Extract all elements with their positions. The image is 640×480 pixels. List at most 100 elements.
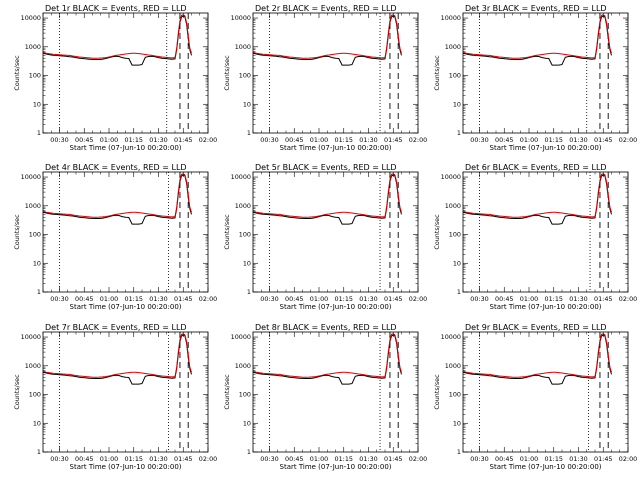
- x-tick-label: 01:30: [569, 455, 587, 463]
- plot-frame: [462, 12, 629, 134]
- x-tick-label: 00:30: [470, 455, 488, 463]
- y-tick-label: 10: [453, 100, 461, 108]
- x-tick-label: 01:15: [335, 136, 353, 144]
- y-tick-label: 1: [247, 448, 251, 456]
- x-tick-label: 00:30: [50, 136, 68, 144]
- y-tick-label: 1000: [25, 362, 41, 370]
- panel-6: Det 6r BLACK = Events, RED = LLD 1 10 100 10…: [433, 163, 637, 311]
- plot-frame: [42, 12, 209, 134]
- lld-series-line: [463, 173, 612, 218]
- y-tick-label: 1000: [235, 362, 251, 370]
- y-axis-label: Counts/sec: [433, 214, 441, 250]
- x-tick-label: 02:00: [199, 295, 217, 303]
- y-tick-label: 10000: [441, 333, 461, 341]
- panel-title: Det 7r BLACK = Events, RED = LLD: [45, 323, 187, 332]
- x-tick-label: 01:00: [100, 136, 118, 144]
- x-tick-label: 00:30: [470, 136, 488, 144]
- x-tick-label: 01:30: [569, 136, 587, 144]
- panel-title: Det 5r BLACK = Events, RED = LLD: [255, 163, 397, 172]
- x-axis-label: Start Time (07-Jun-10 00:20:00): [490, 463, 602, 471]
- plot-frame: [252, 171, 419, 293]
- y-axis-label: Counts/sec: [13, 214, 21, 250]
- lld-series-line: [253, 333, 402, 378]
- x-tick-label: 01:45: [384, 295, 402, 303]
- x-tick-label: 00:45: [75, 295, 93, 303]
- panel-1: Det 1r BLACK = Events, RED = LLD 1 10 100 10…: [13, 4, 217, 152]
- x-tick-label: 01:30: [569, 295, 587, 303]
- x-axis-label: Start Time (07-Jun-10 00:20:00): [280, 144, 392, 152]
- y-tick-label: 1: [457, 129, 461, 137]
- x-tick-label: 02:00: [199, 136, 217, 144]
- x-tick-label: 01:45: [384, 455, 402, 463]
- y-tick-label: 100: [29, 231, 41, 239]
- plot-frame: [462, 331, 629, 453]
- plot-frame: [252, 331, 419, 453]
- panel-8: Det 8r BLACK = Events, RED = LLD 1 10 100 10…: [223, 323, 427, 471]
- panel-3: Det 3r BLACK = Events, RED = LLD 1 10 100 10…: [433, 4, 637, 152]
- x-tick-label: 02:00: [409, 136, 427, 144]
- y-tick-label: 1: [37, 288, 41, 296]
- x-tick-label: 01:30: [359, 295, 377, 303]
- plot-frame: [462, 171, 629, 293]
- x-tick-label: 00:30: [470, 295, 488, 303]
- x-tick-label: 01:30: [149, 295, 167, 303]
- y-axis-label: Counts/sec: [223, 55, 231, 91]
- plot-frame: [252, 12, 419, 134]
- x-tick-label: 01:15: [545, 455, 563, 463]
- y-tick-label: 1000: [445, 202, 461, 210]
- y-tick-label: 10: [453, 419, 461, 427]
- y-tick-label: 10000: [231, 333, 251, 341]
- x-axis-label: Start Time (07-Jun-10 00:20:00): [70, 144, 182, 152]
- y-tick-label: 1000: [25, 43, 41, 51]
- y-tick-label: 100: [449, 231, 461, 239]
- y-tick-label: 10: [243, 419, 251, 427]
- y-tick-label: 100: [239, 231, 251, 239]
- x-tick-label: 01:45: [594, 136, 612, 144]
- x-tick-label: 01:00: [310, 136, 328, 144]
- y-tick-label: 1000: [445, 362, 461, 370]
- x-tick-label: 00:45: [495, 295, 513, 303]
- panel-title: Det 6r BLACK = Events, RED = LLD: [465, 163, 607, 172]
- y-tick-label: 10000: [441, 173, 461, 181]
- y-tick-label: 10000: [21, 14, 41, 22]
- y-tick-label: 10: [33, 100, 41, 108]
- x-tick-label: 02:00: [619, 295, 637, 303]
- x-tick-label: 01:45: [594, 455, 612, 463]
- x-tick-label: 01:45: [384, 136, 402, 144]
- x-tick-label: 02:00: [619, 455, 637, 463]
- lld-series-line: [463, 333, 612, 378]
- x-tick-label: 00:45: [75, 136, 93, 144]
- panel-title: Det 3r BLACK = Events, RED = LLD: [465, 4, 607, 13]
- y-tick-label: 10: [243, 100, 251, 108]
- panel-title: Det 4r BLACK = Events, RED = LLD: [45, 163, 187, 172]
- x-axis-label: Start Time (07-Jun-10 00:20:00): [70, 303, 182, 311]
- panel-4: Det 4r BLACK = Events, RED = LLD 1 10 100 10…: [13, 163, 217, 311]
- x-tick-label: 02:00: [409, 295, 427, 303]
- panel-7: Det 7r BLACK = Events, RED = LLD 1 10 100 10…: [13, 323, 217, 471]
- panel-title: Det 1r BLACK = Events, RED = LLD: [45, 4, 187, 13]
- x-tick-label: 00:30: [260, 455, 278, 463]
- lld-series-line: [43, 333, 192, 378]
- plot-frame: [42, 331, 209, 453]
- y-tick-label: 1: [37, 129, 41, 137]
- y-axis-label: Counts/sec: [433, 55, 441, 91]
- y-axis-label: Counts/sec: [223, 214, 231, 250]
- y-tick-label: 1000: [445, 43, 461, 51]
- y-tick-label: 100: [449, 391, 461, 399]
- x-tick-label: 01:00: [100, 455, 118, 463]
- x-tick-label: 01:00: [310, 295, 328, 303]
- x-tick-label: 00:45: [495, 455, 513, 463]
- x-tick-label: 01:00: [520, 295, 538, 303]
- x-tick-label: 01:45: [174, 136, 192, 144]
- panel-title: Det 8r BLACK = Events, RED = LLD: [255, 323, 397, 332]
- x-tick-label: 01:00: [310, 455, 328, 463]
- y-axis-label: Counts/sec: [13, 55, 21, 91]
- x-tick-label: 01:30: [149, 136, 167, 144]
- panel-title: Det 2r BLACK = Events, RED = LLD: [255, 4, 397, 13]
- x-tick-label: 01:00: [520, 136, 538, 144]
- x-axis-label: Start Time (07-Jun-10 00:20:00): [490, 303, 602, 311]
- y-axis-label: Counts/sec: [433, 374, 441, 410]
- y-tick-label: 1000: [235, 202, 251, 210]
- x-tick-label: 01:45: [174, 455, 192, 463]
